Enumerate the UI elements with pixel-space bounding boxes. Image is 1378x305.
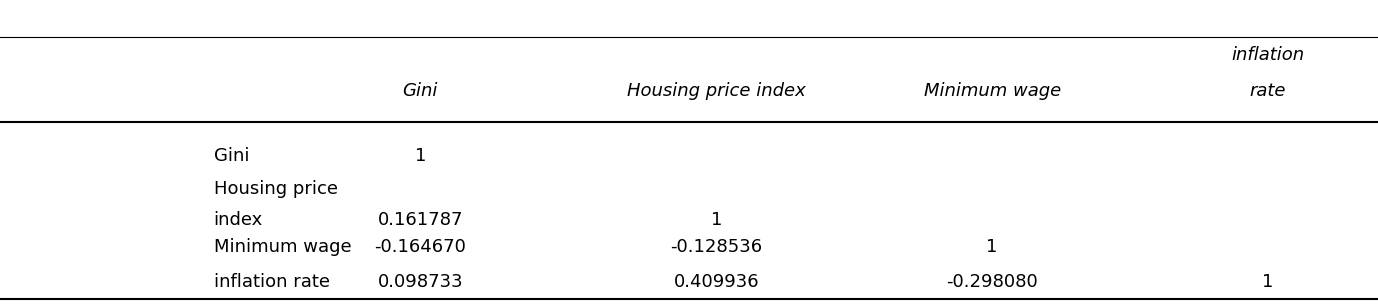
- Text: -0.164670: -0.164670: [375, 238, 466, 256]
- Text: rate: rate: [1250, 82, 1286, 101]
- Text: Minimum wage: Minimum wage: [923, 82, 1061, 101]
- Text: 1: 1: [987, 238, 998, 256]
- Text: 0.161787: 0.161787: [378, 210, 463, 229]
- Text: 0.098733: 0.098733: [378, 273, 463, 291]
- Text: Minimum wage: Minimum wage: [214, 238, 351, 256]
- Text: 1: 1: [1262, 273, 1273, 291]
- Text: Gini: Gini: [402, 82, 438, 101]
- Text: 1: 1: [415, 146, 426, 165]
- Text: Housing price index: Housing price index: [627, 82, 806, 101]
- Text: inflation rate: inflation rate: [214, 273, 329, 291]
- Text: -0.128536: -0.128536: [671, 238, 762, 256]
- Text: inflation: inflation: [1231, 46, 1305, 64]
- Text: 1: 1: [711, 210, 722, 229]
- Text: 0.409936: 0.409936: [674, 273, 759, 291]
- Text: index: index: [214, 210, 263, 229]
- Text: Housing price: Housing price: [214, 180, 338, 198]
- Text: Gini: Gini: [214, 146, 249, 165]
- Text: -0.298080: -0.298080: [947, 273, 1038, 291]
